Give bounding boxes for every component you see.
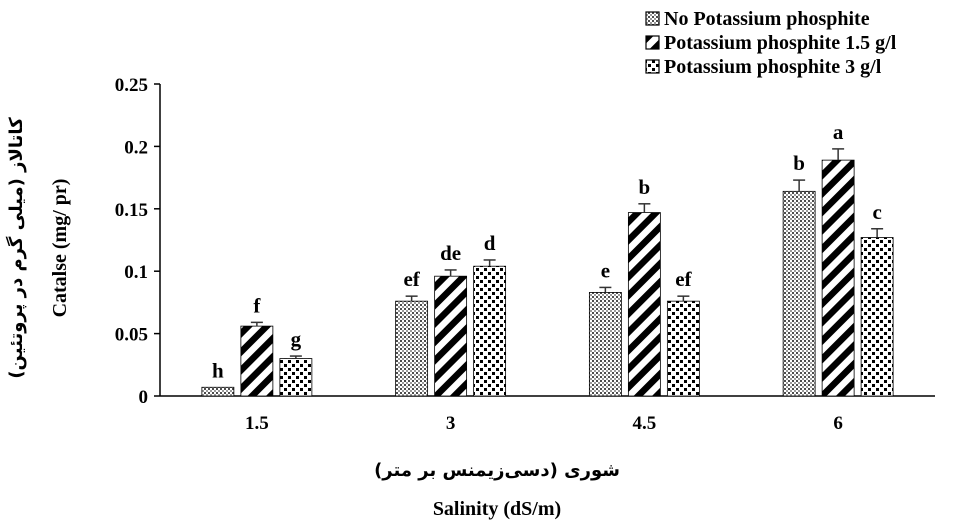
bar <box>782 190 816 397</box>
legend-entry: Potassium phosphite 3 g/l <box>664 56 882 78</box>
significance-letter: d <box>484 231 496 255</box>
x-tick-label: 4.5 <box>633 413 657 434</box>
y-ticks: 0 0.05 0.1 0.15 0.2 0.25 <box>115 75 160 408</box>
y-tick-label: 0 <box>139 387 149 408</box>
legend-entry: Potassium phosphite 1.5 g/l <box>664 32 897 54</box>
significance-letter: g <box>291 327 302 351</box>
x-tick-label: 3 <box>446 413 456 434</box>
bar <box>279 358 313 397</box>
y-tick-label: 0.1 <box>124 262 148 283</box>
bar <box>860 237 894 397</box>
significance-letter: ef <box>403 267 420 291</box>
bar <box>473 265 507 397</box>
y-tick-label: 0.2 <box>124 137 148 158</box>
error-bars <box>250 148 884 359</box>
significance-letter: h <box>212 358 224 382</box>
legend-swatch <box>645 35 660 50</box>
bar <box>201 386 235 397</box>
legend-entry: No Potassium phosphite <box>664 8 870 30</box>
bar <box>627 212 661 397</box>
significance-letter: c <box>872 200 881 224</box>
x-axis-title-persian: شوری (دسی‌زیمنس بر متر) <box>374 460 620 481</box>
significance-letter: b <box>639 175 651 199</box>
significance-letter: e <box>601 258 610 282</box>
bar <box>588 292 622 397</box>
bar <box>395 300 429 397</box>
legend-swatch <box>645 11 660 26</box>
x-tick-label: 6 <box>833 413 843 434</box>
y-axis-title-persian: کاتالاز (میلی گرم در پروتئین) <box>5 117 27 379</box>
significance-letter: de <box>440 241 461 265</box>
x-ticks: 1.5 3 4.5 6 <box>245 413 843 434</box>
y-tick-label: 0.25 <box>115 75 148 96</box>
bars <box>201 159 894 397</box>
bar <box>240 325 274 397</box>
legend-swatch <box>645 59 660 74</box>
bar <box>821 159 855 397</box>
significance-letter: b <box>793 151 805 175</box>
significance-letter: ef <box>675 267 692 291</box>
bar <box>434 275 468 397</box>
significance-letter: f <box>253 293 261 317</box>
y-tick-label: 0.15 <box>115 200 148 221</box>
significance-letter: a <box>833 120 844 144</box>
y-tick-label: 0.05 <box>115 325 148 346</box>
x-axis-title: Salinity (dS/m) <box>433 498 561 520</box>
y-axis-title: Catalse (mg/ pr) <box>49 179 71 318</box>
bar <box>666 300 700 397</box>
x-tick-label: 1.5 <box>245 413 269 434</box>
